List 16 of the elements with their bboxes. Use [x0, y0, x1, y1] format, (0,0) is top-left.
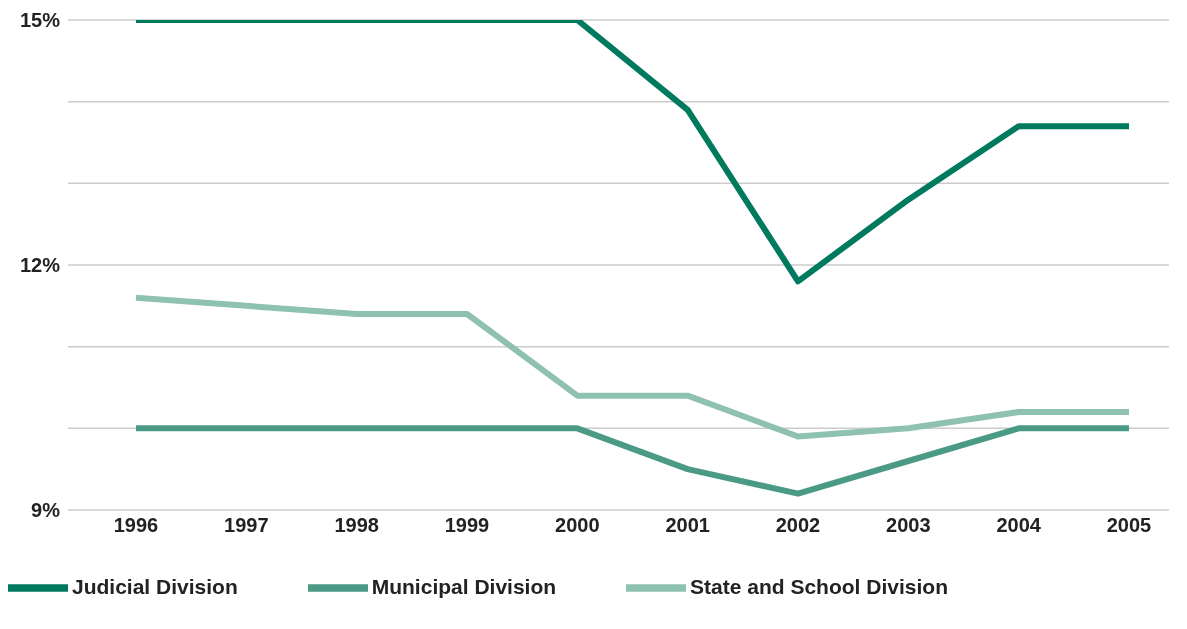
x-tick-label: 1999: [444, 514, 490, 537]
x-tick-label: 2005: [1106, 514, 1152, 537]
y-tick-label: 9%: [31, 499, 61, 522]
x-tick-label: 2000: [555, 514, 600, 537]
x-tick-label: 2004: [996, 514, 1042, 537]
legend-label: Municipal Division: [371, 574, 557, 598]
y-tick-label: 12%: [19, 254, 61, 277]
x-tick-label: 1996: [113, 514, 159, 537]
x-tick-label: 2003: [886, 514, 931, 537]
x-tick-label: 2002: [775, 514, 821, 537]
x-tick-label: 2001: [665, 514, 710, 537]
x-tick-label: 1998: [334, 514, 379, 537]
y-tick-label: 15%: [19, 9, 61, 32]
legend-label: State and School Division: [690, 574, 948, 598]
x-tick-label: 1997: [224, 514, 269, 537]
legend-label: Judicial Division: [72, 574, 238, 598]
